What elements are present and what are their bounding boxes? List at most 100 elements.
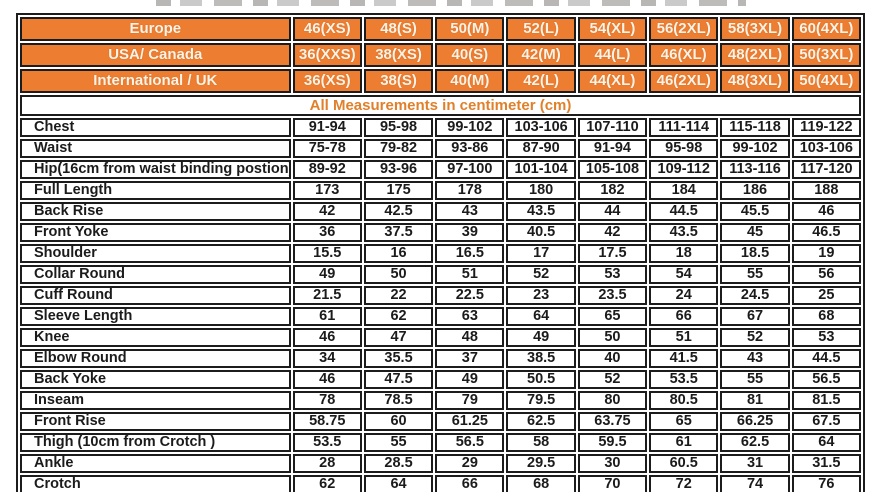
measurement-label: Shoulder: [20, 244, 291, 263]
size-cell: 36(XS): [292, 69, 362, 93]
measurement-value: 78: [292, 391, 362, 410]
size-cell: 48(S): [363, 17, 434, 41]
measurement-label: Elbow Round: [20, 349, 291, 368]
measurement-value: 55: [720, 370, 790, 389]
measurement-value: 53: [577, 265, 648, 284]
measurement-value: 51: [435, 265, 505, 284]
measurement-value: 95-98: [363, 118, 434, 137]
measurement-row: Chest 91-94 95-98 99-102 103-106 107-110 111-1…: [20, 118, 861, 137]
measurement-value: 107-110: [577, 118, 648, 137]
measurement-value: 54: [649, 265, 719, 284]
measurement-value: 74: [720, 475, 790, 492]
measurement-value: 56.5: [791, 370, 861, 389]
measurement-value: 60.5: [649, 454, 719, 473]
measurement-value: 72: [649, 475, 719, 492]
measurement-value: 99-102: [720, 139, 790, 158]
measurement-row: Cuff Round 21.5 22 22.5 23 23.5 24 24.5 25: [20, 286, 861, 305]
size-cell: 42(M): [506, 43, 576, 67]
size-cell: 48(2XL): [720, 43, 790, 67]
measurement-value: 119-122: [791, 118, 861, 137]
measurement-value: 61: [292, 307, 362, 326]
measurement-value: 24: [649, 286, 719, 305]
measurement-value: 182: [577, 181, 648, 200]
measurement-value: 58.75: [292, 412, 362, 431]
measurement-value: 38.5: [506, 349, 576, 368]
measurement-value: 53.5: [292, 433, 362, 452]
measurement-value: 93-96: [363, 160, 434, 179]
measurement-value: 49: [506, 328, 576, 347]
size-cell: 44(L): [577, 43, 648, 67]
measurement-value: 15.5: [292, 244, 362, 263]
measurement-label: Back Rise: [20, 202, 291, 221]
measurement-label: Front Yoke: [20, 223, 291, 242]
measurement-label: Crotch: [20, 475, 291, 492]
measurement-value: 47.5: [363, 370, 434, 389]
measurement-value: 31: [720, 454, 790, 473]
measurement-value: 52: [720, 328, 790, 347]
measurement-value: 24.5: [720, 286, 790, 305]
measurement-value: 65: [577, 307, 648, 326]
measurement-value: 55: [363, 433, 434, 452]
measurement-value: 97-100: [435, 160, 505, 179]
measurement-label: Chest: [20, 118, 291, 137]
measurement-value: 29.5: [506, 454, 576, 473]
measurement-value: 95-98: [649, 139, 719, 158]
size-cell: 44(XL): [577, 69, 648, 93]
measurement-value: 17.5: [577, 244, 648, 263]
measurement-value: 64: [506, 307, 576, 326]
size-cell: 42(L): [506, 69, 576, 93]
measurement-value: 61.25: [435, 412, 505, 431]
measurement-value: 19: [791, 244, 861, 263]
measurement-value: 186: [720, 181, 790, 200]
measurement-value: 67.5: [791, 412, 861, 431]
measurement-value: 117-120: [791, 160, 861, 179]
measurement-value: 87-90: [506, 139, 576, 158]
measurement-row: Hip(16cm from waist binding postion) 89-9…: [20, 160, 861, 179]
measurement-row: Front Yoke 36 37.5 39 40.5 42 43.5 45 46.5: [20, 223, 861, 242]
measurement-value: 18.5: [720, 244, 790, 263]
size-cell: 38(XS): [363, 43, 434, 67]
measurement-label: Sleeve Length: [20, 307, 291, 326]
measurement-value: 40: [577, 349, 648, 368]
measurement-value: 28.5: [363, 454, 434, 473]
measurement-value: 63: [435, 307, 505, 326]
measurement-value: 78.5: [363, 391, 434, 410]
measurement-value: 105-108: [577, 160, 648, 179]
measurement-label: Ankle: [20, 454, 291, 473]
size-cell: 50(3XL): [791, 43, 861, 67]
measurement-value: 43.5: [649, 223, 719, 242]
size-cell: 58(3XL): [720, 17, 790, 41]
measurement-label: Knee: [20, 328, 291, 347]
measurement-value: 30: [577, 454, 648, 473]
region-label: USA/ Canada: [20, 43, 291, 67]
measurement-value: 44.5: [649, 202, 719, 221]
measurement-value: 79-82: [363, 139, 434, 158]
measurement-row: Inseam 78 78.5 79 79.5 80 80.5 81 81.5: [20, 391, 861, 410]
size-cell: 40(S): [435, 43, 505, 67]
measurement-value: 46: [292, 328, 362, 347]
measurement-label: Waist: [20, 139, 291, 158]
measurement-value: 59.5: [577, 433, 648, 452]
measurement-value: 49: [435, 370, 505, 389]
measurement-row: Front Rise 58.75 60 61.25 62.5 63.75 65 66.25 67…: [20, 412, 861, 431]
measurement-value: 184: [649, 181, 719, 200]
measurement-value: 42: [577, 223, 648, 242]
measurement-value: 70: [577, 475, 648, 492]
measurement-value: 46.5: [791, 223, 861, 242]
measurement-row: Back Yoke 46 47.5 49 50.5 52 53.5 55 56.5: [20, 370, 861, 389]
size-chart-table: Europe 46(XS) 48(S) 50(M) 52(L) 54(XL) 56(2XL)…: [16, 13, 865, 492]
measurement-value: 18: [649, 244, 719, 263]
measurement-value: 56: [791, 265, 861, 284]
measurement-label: Inseam: [20, 391, 291, 410]
size-cell: 50(M): [435, 17, 505, 41]
size-cell: 46(2XL): [649, 69, 719, 93]
measurement-row: Thigh (10cm from Crotch ) 53.5 55 56.5 58 59.…: [20, 433, 861, 452]
measurement-value: 63.75: [577, 412, 648, 431]
measurement-value: 58: [506, 433, 576, 452]
measurement-value: 61: [649, 433, 719, 452]
size-cell: 60(4XL): [791, 17, 861, 41]
measurement-value: 34: [292, 349, 362, 368]
size-cell: 48(3XL): [720, 69, 790, 93]
measurement-value: 37: [435, 349, 505, 368]
measurement-value: 80.5: [649, 391, 719, 410]
